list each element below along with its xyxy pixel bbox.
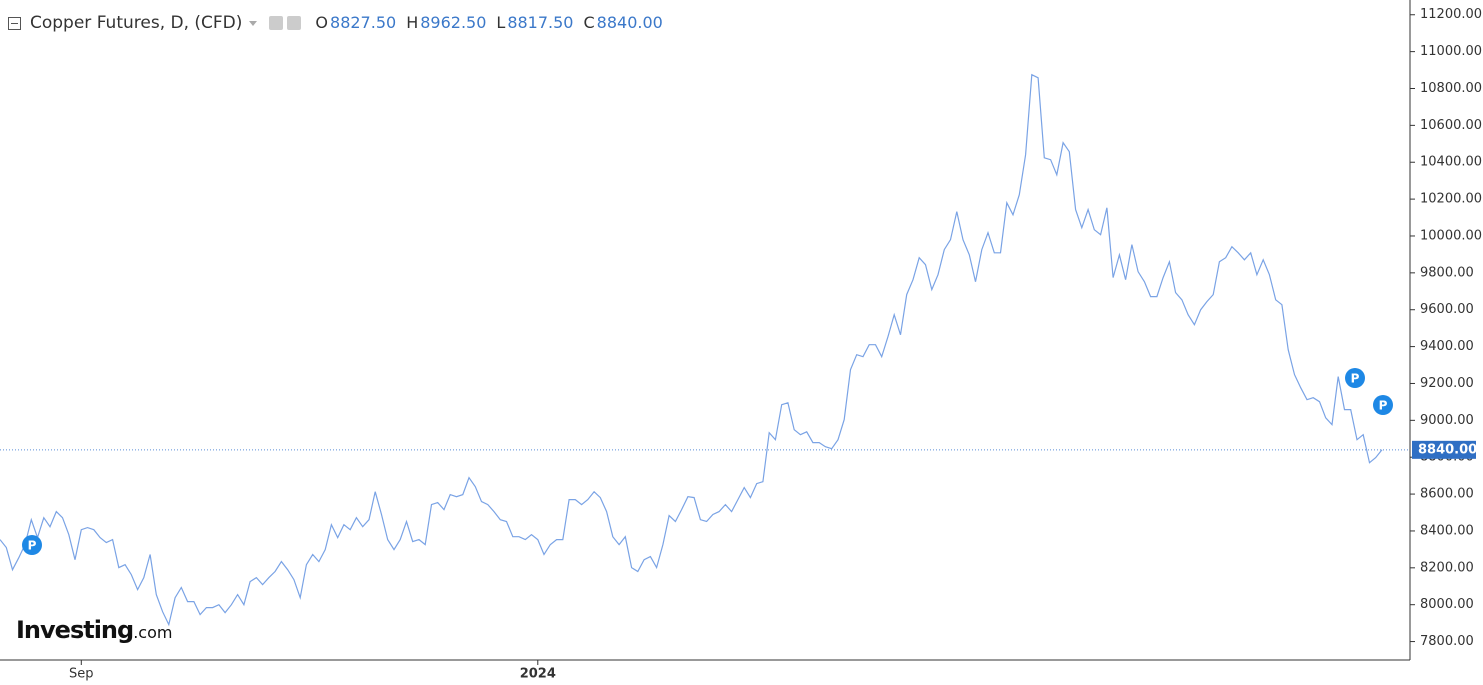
event-marker bbox=[1345, 368, 1365, 388]
logo-brand: Investing bbox=[16, 616, 134, 644]
price-line bbox=[0, 73, 1383, 627]
event-marker bbox=[1373, 395, 1393, 415]
last-price-label: 8840.00 bbox=[1418, 442, 1477, 457]
x-tick-label: Sep bbox=[69, 667, 94, 682]
logo-suffix: .com bbox=[133, 623, 173, 642]
ohlc-key: H bbox=[406, 13, 419, 32]
ohlc-value: 8840.00 bbox=[596, 13, 663, 32]
y-tick-label: 8000.00 bbox=[1420, 597, 1474, 612]
ohlc-value: 8827.50 bbox=[330, 13, 397, 32]
y-tick-label: 8600.00 bbox=[1420, 487, 1474, 502]
ohlc-key: O bbox=[315, 13, 329, 32]
chart-title: Copper Futures, D, (CFD) bbox=[30, 13, 243, 33]
y-tick-label: 11200.00 bbox=[1420, 7, 1482, 22]
visibility-icon[interactable] bbox=[269, 16, 284, 30]
y-tick-label: 8400.00 bbox=[1420, 523, 1474, 538]
y-tick-label: 9000.00 bbox=[1420, 413, 1474, 428]
ohlc-value: 8817.50 bbox=[507, 13, 574, 32]
y-tick-label: 10200.00 bbox=[1420, 192, 1482, 207]
y-tick-label: 10000.00 bbox=[1420, 228, 1482, 243]
ohlc-key: C bbox=[583, 13, 595, 32]
y-tick-label: 8200.00 bbox=[1420, 560, 1474, 575]
title-dropdown[interactable] bbox=[249, 20, 258, 26]
event-marker-label: P bbox=[1379, 399, 1388, 413]
event-marker bbox=[22, 535, 42, 555]
ohlc-key: L bbox=[496, 13, 506, 32]
y-tick-label: 10800.00 bbox=[1420, 81, 1482, 96]
ohlc: O 8827.50 H 8962.50 L 8817.50 C 8840.00 bbox=[305, 13, 662, 33]
collapse-toggle[interactable] bbox=[8, 16, 21, 30]
x-tick-label: 2024 bbox=[520, 667, 556, 682]
y-tick-label: 9600.00 bbox=[1420, 302, 1474, 317]
y-tick-label: 9800.00 bbox=[1420, 265, 1474, 280]
settings-icon[interactable] bbox=[287, 16, 302, 30]
y-tick-label: 10600.00 bbox=[1420, 118, 1482, 133]
last-price-box bbox=[1412, 440, 1476, 459]
y-tick-label: 9400.00 bbox=[1420, 339, 1474, 354]
event-marker-label: P bbox=[1351, 372, 1360, 386]
y-tick-label: 9200.00 bbox=[1420, 376, 1474, 391]
logo: Investing.com bbox=[16, 616, 172, 644]
y-tick-label: 10400.00 bbox=[1420, 155, 1482, 170]
header: Copper Futures, D, (CFD) O 8827.50 H 8962.5… bbox=[8, 12, 663, 34]
event-marker-label: P bbox=[28, 539, 37, 553]
plot: 7800.008000.008200.008400.008600.008800.… bbox=[0, 7, 1482, 682]
y-tick-label: 11000.00 bbox=[1420, 44, 1482, 59]
y-tick-label: 7800.00 bbox=[1420, 634, 1474, 649]
ohlc-value: 8962.50 bbox=[420, 13, 487, 32]
